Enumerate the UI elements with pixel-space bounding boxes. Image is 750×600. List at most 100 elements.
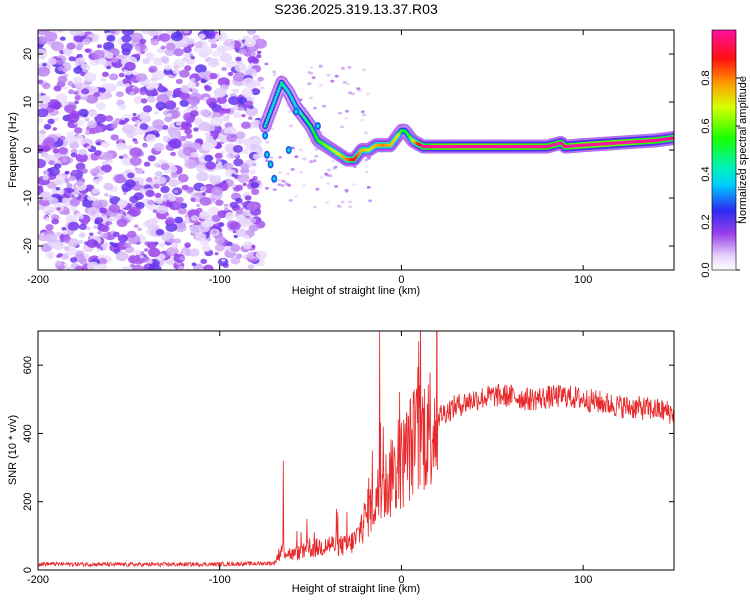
snr-xlabel: Height of straight line (km) (292, 583, 420, 595)
noise-blob (110, 56, 119, 63)
noise-blob (366, 156, 371, 160)
noise-blob (39, 129, 46, 135)
noise-blob (44, 31, 58, 42)
noise-blob (154, 171, 162, 177)
noise-blob (340, 125, 345, 129)
noise-blob (173, 238, 181, 244)
noise-blob (214, 236, 225, 245)
noise-blob (67, 80, 74, 86)
noise-blob (156, 205, 169, 214)
noise-blob (74, 134, 84, 142)
noise-blob (156, 49, 161, 53)
noise-blob (175, 78, 183, 85)
noise-blob (235, 56, 242, 62)
noise-blob (190, 215, 199, 221)
noise-blob (45, 251, 55, 259)
noise-blob (134, 45, 141, 51)
noise-blob (145, 189, 155, 198)
noise-blob (211, 197, 216, 201)
noise-blob (351, 92, 355, 96)
noise-blob (242, 182, 247, 187)
noise-blob (150, 38, 159, 46)
ridge-mark (294, 109, 298, 114)
noise-blob (105, 115, 114, 122)
noise-blob (216, 45, 228, 54)
noise-blob (302, 184, 307, 187)
noise-blob (100, 77, 107, 82)
ridge-mark (272, 101, 276, 105)
noise-blob (81, 88, 90, 95)
ridge-mark (277, 87, 281, 91)
snr-panel: -200 -100 0 100 0 200 400 600 Height of straigh… (7, 330, 675, 595)
ridge-mark (265, 118, 269, 122)
noise-blob (118, 103, 127, 110)
noise-blob (68, 175, 77, 182)
noise-blob (101, 141, 110, 148)
noise-blob (109, 73, 119, 81)
noise-blob (195, 64, 207, 74)
noise-blob (212, 230, 217, 234)
noise-blob (121, 124, 135, 134)
noise-blob (154, 241, 159, 245)
noise-blob (200, 109, 210, 117)
noise-blob (362, 113, 366, 117)
noise-blob (314, 147, 319, 151)
noise-blob (228, 96, 240, 106)
noise-blob (294, 155, 299, 159)
noise-blob (104, 193, 109, 197)
noise-blob (43, 123, 52, 130)
noise-blob (247, 264, 255, 270)
noise-blob (299, 171, 304, 174)
noise-blob (221, 258, 226, 262)
noise-blob (334, 74, 339, 78)
noise-blob (338, 111, 342, 115)
noise-blob (58, 147, 68, 155)
noise-blob (231, 173, 236, 177)
noise-blob (195, 232, 207, 242)
noise-blob (227, 71, 234, 77)
noise-blob (133, 192, 144, 201)
noise-blob (171, 243, 179, 249)
noise-blob (102, 152, 113, 161)
ridge-mark (273, 98, 277, 102)
noise-blob (97, 230, 103, 235)
noise-blob (360, 118, 365, 122)
noise-blob (44, 233, 57, 243)
noise-blob (241, 202, 246, 206)
noise-blob (242, 241, 253, 250)
ridge-mark (268, 112, 271, 117)
noise-blob (201, 220, 212, 228)
noise-blob (173, 189, 179, 194)
noise-blob (250, 181, 260, 189)
noise-blob (74, 100, 79, 105)
noise-blob (326, 73, 331, 77)
noise-blob (251, 188, 260, 195)
noise-blob (122, 192, 127, 196)
noise-blob (251, 58, 260, 64)
noise-blob (198, 71, 206, 78)
noise-blob (118, 155, 124, 159)
snr-ticks: -200 -100 0 100 0 200 400 600 (22, 331, 674, 586)
noise-blob (67, 104, 76, 111)
noise-blob (205, 132, 210, 136)
noise-blob (222, 180, 227, 184)
noise-blob (368, 199, 373, 203)
spectral-ridge (258, 75, 674, 183)
noise-blob (195, 164, 207, 173)
noise-blob (174, 216, 184, 224)
noise-blob (129, 91, 135, 96)
noise-blob (91, 200, 104, 210)
noise-blob (179, 99, 190, 107)
noise-blob (121, 183, 133, 192)
noise-blob (66, 42, 76, 50)
noise-blob (116, 241, 128, 250)
noise-blob (96, 141, 101, 146)
noise-blob (98, 170, 106, 176)
colorbar-ticks: 0.0 0.2 0.4 0.6 0.8 (700, 70, 740, 278)
spectrogram-ylabel: Frequency (Hz) (7, 112, 19, 188)
noise-blob (173, 64, 179, 70)
noise-blob (56, 207, 61, 211)
noise-blob (124, 118, 130, 122)
noise-blob (201, 192, 207, 196)
noise-blob (137, 227, 142, 232)
